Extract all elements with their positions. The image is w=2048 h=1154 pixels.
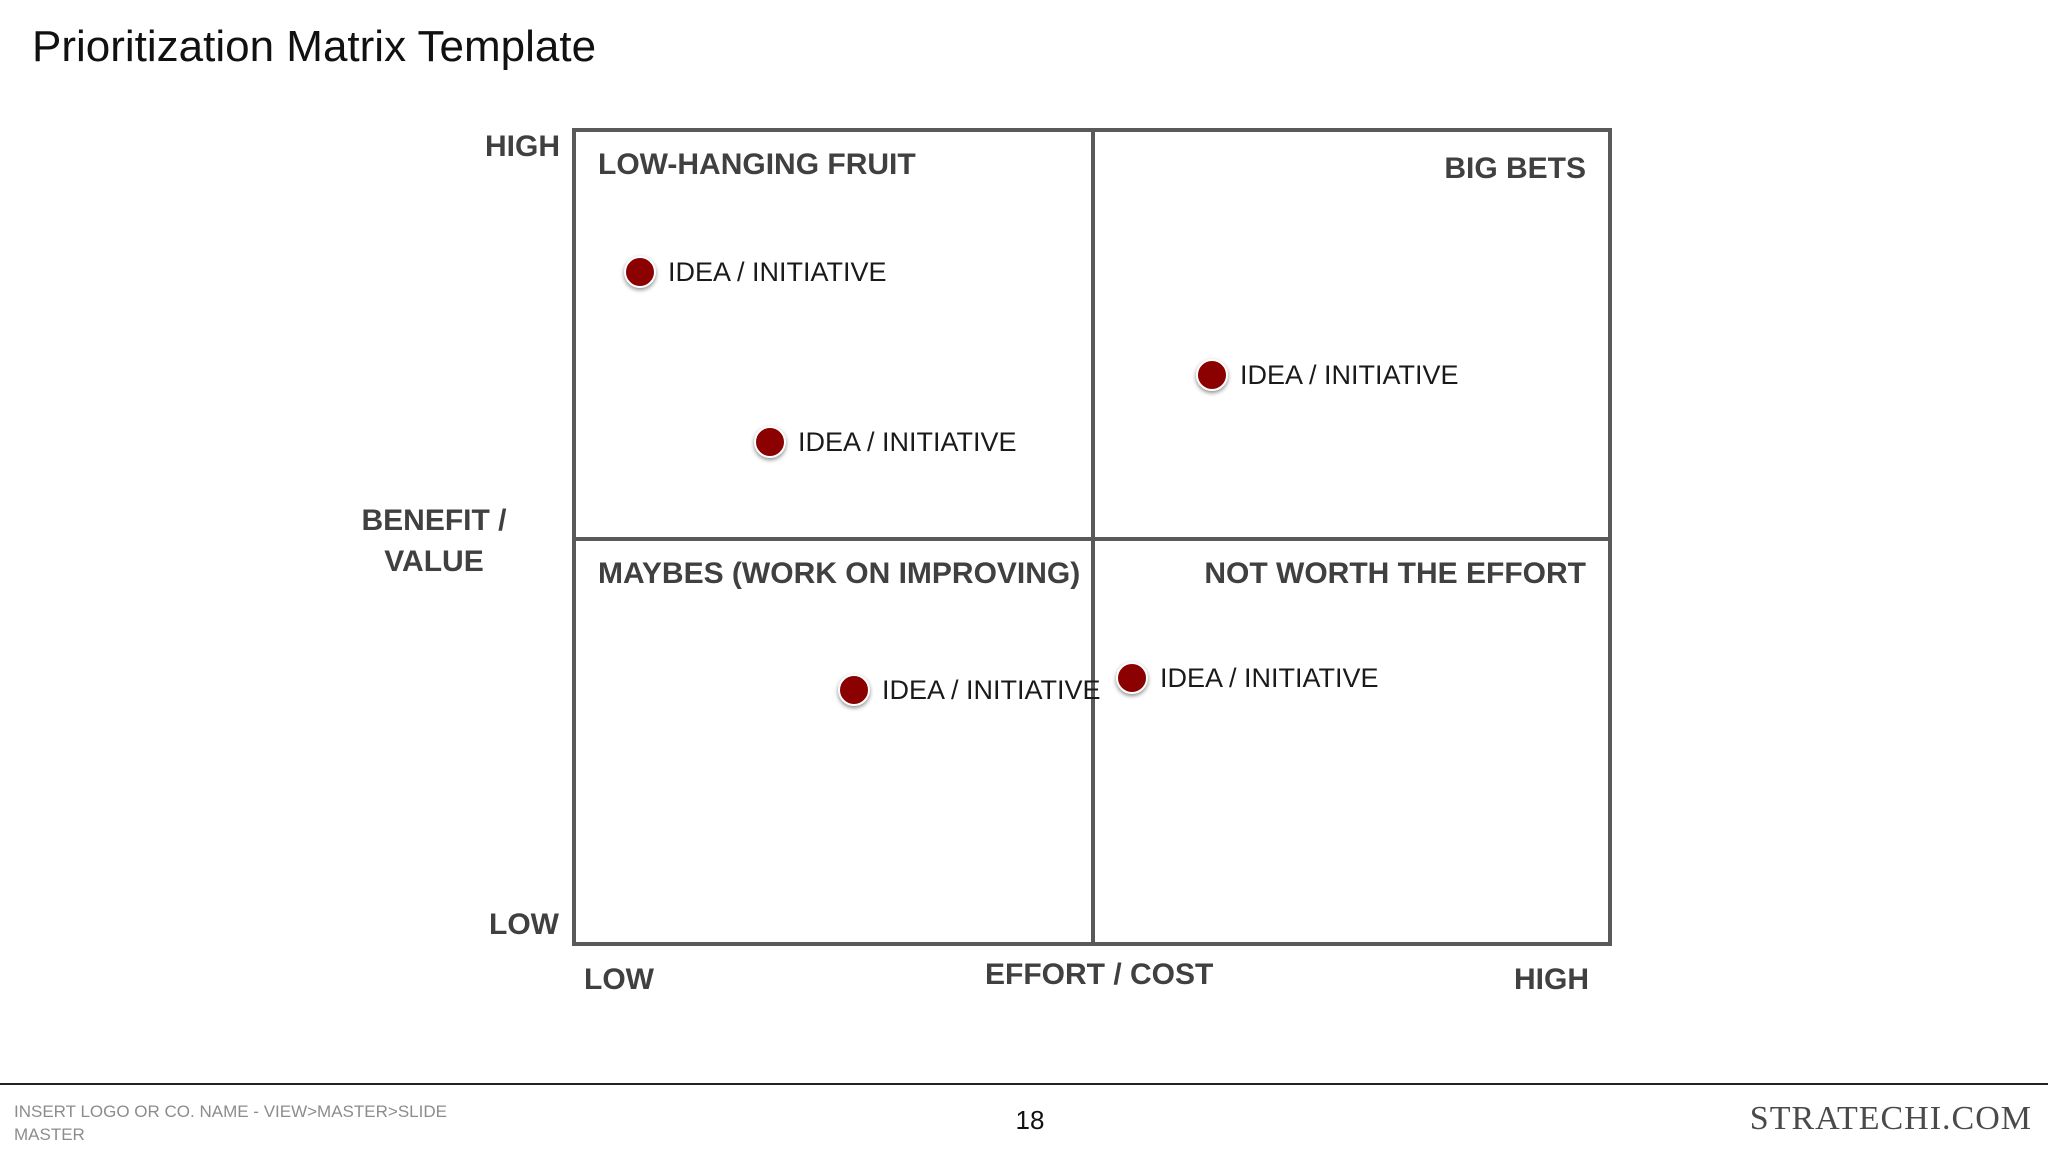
marker-dot-icon	[1116, 662, 1148, 694]
y-axis-title-line1: BENEFIT /	[361, 504, 507, 537]
x-axis-title: EFFORT / COST	[985, 958, 1214, 991]
y-axis-high-label: HIGH	[485, 130, 560, 163]
quadrant-label-maybes: MAYBES (WORK ON IMPROVING)	[598, 557, 1081, 590]
marker-dot-icon	[838, 674, 870, 706]
item-label: IDEA / INITIATIVE	[668, 256, 887, 287]
quadrant-label-big-bets: BIG BETS	[1444, 152, 1586, 185]
slide-title: Prioritization Matrix Template	[32, 22, 597, 71]
prioritization-matrix: LOW-HANGING FRUIT BIG BETS MAYBES (WORK …	[572, 128, 1612, 946]
matrix-item[interactable]: IDEA / INITIATIVE	[838, 674, 1101, 706]
quadrant-label-low-hanging-fruit: LOW-HANGING FRUIT	[598, 148, 916, 181]
logo-placeholder-text: INSERT LOGO OR CO. NAME - VIEW>MASTER>SL…	[14, 1102, 447, 1144]
matrix-item[interactable]: IDEA / INITIATIVE	[624, 256, 887, 288]
item-label: IDEA / INITIATIVE	[798, 426, 1017, 457]
horizontal-divider	[576, 537, 1608, 541]
x-axis-high-label: HIGH	[1514, 963, 1589, 996]
matrix-item[interactable]: IDEA / INITIATIVE	[1116, 662, 1379, 694]
marker-dot-icon	[624, 256, 656, 288]
y-axis-title: BENEFIT / VALUE	[350, 500, 518, 582]
page-number: 18	[1015, 1105, 1045, 1135]
matrix-item[interactable]: IDEA / INITIATIVE	[1196, 359, 1459, 391]
item-label: IDEA / INITIATIVE	[882, 674, 1101, 705]
matrix-item[interactable]: IDEA / INITIATIVE	[754, 426, 1017, 458]
y-axis-low-label: LOW	[489, 908, 559, 941]
x-axis-low-label: LOW	[584, 963, 654, 996]
quadrant-label-not-worth-the-effort: NOT WORTH THE EFFORT	[1204, 557, 1586, 590]
item-label: IDEA / INITIATIVE	[1160, 662, 1379, 693]
item-label: IDEA / INITIATIVE	[1240, 359, 1459, 390]
y-axis-title-line2: VALUE	[384, 545, 484, 578]
footer-divider	[0, 1083, 2048, 1085]
marker-dot-icon	[1196, 359, 1228, 391]
brand-logo: STRATECHI.COM	[1749, 1100, 2032, 1137]
marker-dot-icon	[754, 426, 786, 458]
